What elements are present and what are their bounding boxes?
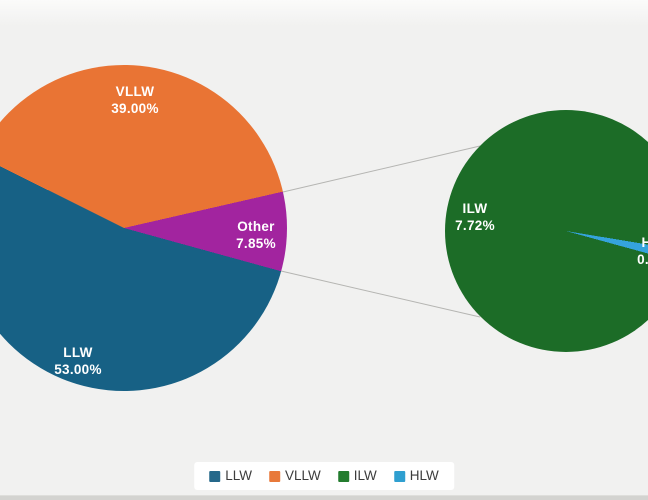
legend-label: LLW <box>225 468 252 483</box>
connector-line-top <box>282 145 481 193</box>
legend-swatch <box>393 470 405 482</box>
connector-line-bottom <box>280 270 481 318</box>
legend: LLW VLLW ILW HLW <box>194 462 454 490</box>
legend-item-ilw[interactable]: ILW <box>337 468 377 483</box>
main-pie[interactable] <box>0 65 287 391</box>
legend-item-hlw[interactable]: HLW <box>393 468 439 483</box>
legend-label: VLLW <box>285 468 321 483</box>
legend-swatch <box>269 470 280 482</box>
legend-swatch <box>337 470 349 482</box>
legend-item-vllw[interactable]: VLLW <box>269 469 321 483</box>
legend-swatch <box>209 470 221 482</box>
legend-item-llw[interactable]: LLW <box>209 469 252 483</box>
bottom-edge <box>0 495 648 500</box>
legend-label: HLW <box>409 468 439 483</box>
legend-label: ILW <box>353 468 377 483</box>
secondary-pie[interactable] <box>445 110 648 352</box>
